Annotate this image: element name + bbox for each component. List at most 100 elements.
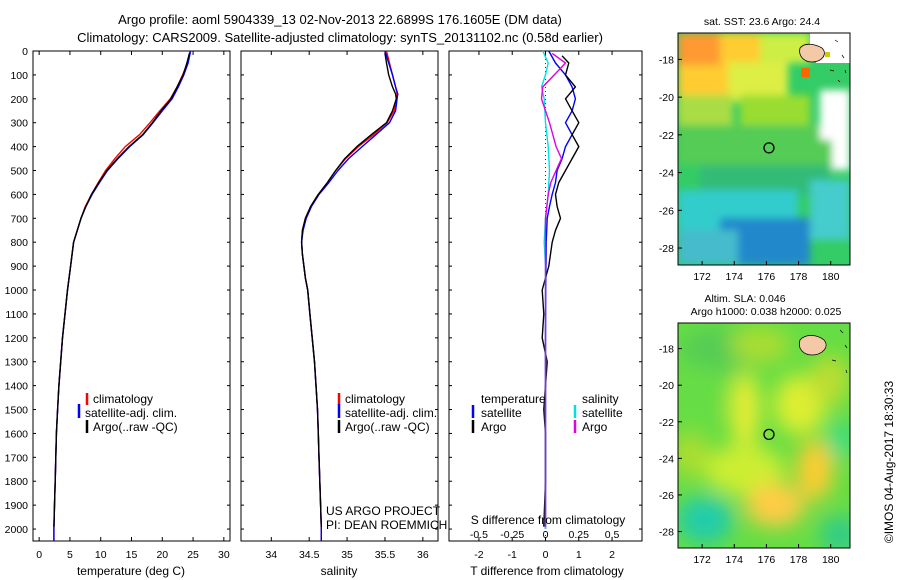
map-y-tick-label: -18 <box>659 54 674 66</box>
depth-axis: 0 100 200 300 400 500 600 700 800 900 1000 1100 1200… <box>5 46 642 536</box>
legend-label-climatology: climatology <box>93 392 153 406</box>
s-difference-tick-label: 0.5 <box>605 529 620 541</box>
s-difference-tick-label: 0 <box>543 529 549 541</box>
map-y-tick-label: -28 <box>659 243 674 255</box>
depth-tick-label: 1000 <box>5 285 29 297</box>
x-tick-label: 2 <box>609 549 615 561</box>
legend-label-sal-argo: Argo <box>582 420 608 434</box>
x-tick-label: 5 <box>67 549 73 561</box>
series-line-climatology <box>53 50 191 541</box>
x-tick-label: 34 <box>265 549 277 561</box>
map-y-tick-label: -22 <box>659 417 674 429</box>
legend-label-argo: Argo(..raw -QC) <box>93 420 178 434</box>
x-tick-label: 0 <box>36 549 42 561</box>
map-y-tick-label: -22 <box>659 130 674 142</box>
series-line-climatology <box>300 50 398 541</box>
depth-tick-label: 600 <box>10 189 28 201</box>
map-x-tick-label: 172 <box>693 554 711 566</box>
sla-map-frame <box>677 322 851 549</box>
x-tick-label: 35.5 <box>375 549 396 561</box>
map-y-tick-label: -20 <box>659 380 674 392</box>
map-x-tick-label: 176 <box>758 271 776 283</box>
map-x-tick-label: 180 <box>822 554 840 566</box>
s-difference-tick-label: -0.5 <box>470 529 488 541</box>
map-y-tick-label: -24 <box>659 168 674 180</box>
map-x-tick-label: 174 <box>725 271 743 283</box>
temperature-legend: climatology satellite-adj. clim. Argo(..… <box>77 392 178 434</box>
legend-label-sal-satellite: satellite <box>582 406 623 420</box>
depth-tick-label: 200 <box>10 94 28 106</box>
sla-map-axes: 172 174 176 178 180 -18 -20 -22 -24 -26 -28 <box>659 344 840 566</box>
map-x-tick-label: 174 <box>725 554 743 566</box>
x-tick-label: -1 <box>508 549 517 561</box>
x-tick-label: 1 <box>576 549 582 561</box>
x-tick-label: 35 <box>341 549 353 561</box>
sst-map-title: sat. SST: 23.6 Argo: 24.4 <box>704 16 820 28</box>
map-x-tick-label: 176 <box>758 554 776 566</box>
sst-map <box>678 33 850 265</box>
t-difference-axis-label: T difference from climatology <box>470 564 624 578</box>
depth-tick-label: 400 <box>10 142 28 154</box>
salinity-plot-frame <box>240 50 439 542</box>
sla-map <box>678 323 850 548</box>
x-tick-label: 36 <box>417 549 429 561</box>
depth-tick-label: 1800 <box>5 476 29 488</box>
sla-map-title-line1: Altim. SLA: 0.046 <box>704 293 785 305</box>
float-position-marker-sst <box>763 142 775 154</box>
map-y-tick-label: -18 <box>659 344 674 356</box>
depth-tick-label: 100 <box>10 70 28 82</box>
legend-label-temp-satellite: satellite <box>481 406 522 420</box>
series-line-argo-raw-qc- <box>53 53 191 527</box>
x-tick-label: 0 <box>543 549 549 561</box>
salinity-legend: climatology satellite-adj. clim. Argo(..… <box>337 392 437 434</box>
x-tick-label: 25 <box>187 549 199 561</box>
legend-label-satellite: satellite-adj. clim. <box>85 406 177 420</box>
imos-timestamp: ©IMOS 04-Aug-2017 18:30:33 <box>882 381 896 544</box>
depth-tick-label: 0 <box>22 46 28 58</box>
temperature-plot-frame <box>32 50 231 542</box>
figure-title-line2: Climatology: CARS2009. Satellite-adjuste… <box>77 30 603 45</box>
x-tick-label: -2 <box>474 549 483 561</box>
map-x-tick-label: 180 <box>822 271 840 283</box>
map-x-tick-label: 178 <box>790 554 808 566</box>
depth-tick-label: 800 <box>10 237 28 249</box>
depth-tick-label: 1500 <box>5 405 29 417</box>
s-difference-tick-label: 0.25 <box>569 529 590 541</box>
depth-tick-label: 500 <box>10 166 28 178</box>
float-position-marker-sla <box>763 428 775 441</box>
depth-tick-label: 1100 <box>5 309 28 321</box>
figure-title-line1: Argo profile: aoml 5904339_13 02-Nov-201… <box>118 12 562 27</box>
x-tick-label: 20 <box>156 549 168 561</box>
depth-tick-label: 1900 <box>5 500 29 512</box>
legend-header-salinity: salinity <box>582 392 619 406</box>
depth-tick-label: 1600 <box>5 428 29 440</box>
series-line-argo-raw-qc- <box>300 53 397 527</box>
map-y-tick-label: -20 <box>659 92 674 104</box>
legend-label-climatology: climatology <box>345 392 405 406</box>
series-line-satellite-adj-clim- <box>53 50 192 541</box>
series-line-temperature-argo <box>541 55 580 527</box>
x-tick-label: 10 <box>95 549 107 561</box>
legend-header-temperature: temperature <box>481 392 546 406</box>
legend-label-temp-argo: Argo <box>481 420 507 434</box>
sst-map-axes: 172 174 176 178 180 -18 -20 -22 -24 -26 -28 <box>659 54 840 283</box>
legend-label-argo: Argo(..raw -QC) <box>345 420 430 434</box>
difference-plot: -2 -1 0 1 2 -0.5 -0.25 0 0.25 0.5 <box>470 50 620 561</box>
depth-tick-label: 1200 <box>5 333 29 345</box>
depth-tick-label: 1300 <box>5 357 29 369</box>
project-credit-line1: US ARGO PROJECT <box>326 504 441 518</box>
map-y-tick-label: -24 <box>659 453 674 465</box>
series-line-salinity-argo <box>540 52 567 527</box>
difference-legend: temperature satellite Argo salinity sate… <box>471 392 623 434</box>
map-y-tick-label: -26 <box>659 490 674 502</box>
sla-map-title-line2: Argo h1000: 0.038 h2000: 0.025 <box>691 306 842 318</box>
x-tick-label: 30 <box>218 549 230 561</box>
map-x-tick-label: 172 <box>693 271 711 283</box>
depth-tick-label: 1700 <box>5 452 29 464</box>
x-tick-label: 15 <box>126 549 138 561</box>
map-x-tick-label: 178 <box>790 271 808 283</box>
depth-tick-label: 2000 <box>5 524 29 536</box>
s-difference-tick-label: -0.25 <box>500 529 524 541</box>
temperature-axis-label: temperature (deg C) <box>77 564 185 578</box>
